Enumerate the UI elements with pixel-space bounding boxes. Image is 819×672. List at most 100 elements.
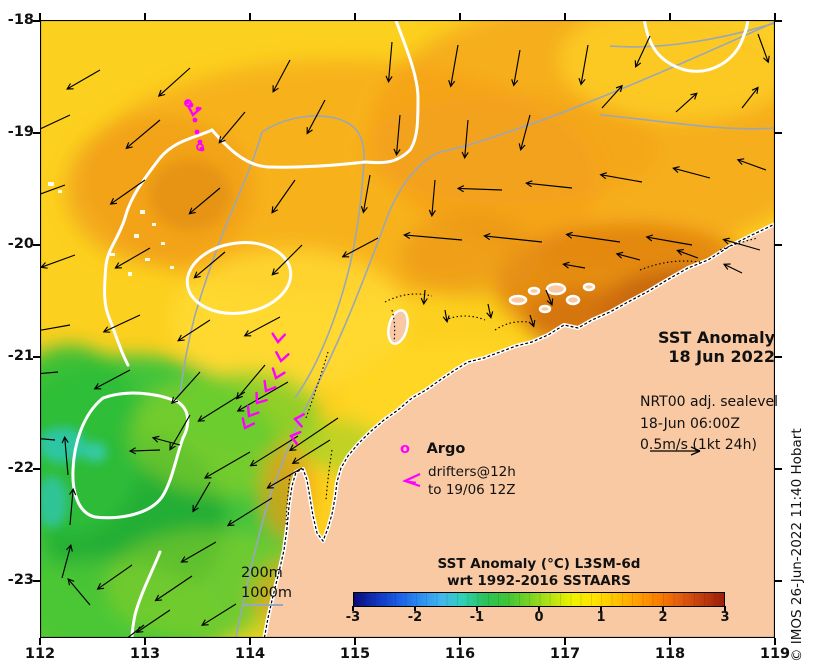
bathymetry-legend: 200m 1000m — [241, 563, 292, 603]
current-vector — [741, 86, 759, 109]
argo-markers — [184, 99, 204, 151]
x-tick-label: 118 — [654, 646, 686, 662]
argo-marker — [196, 143, 204, 151]
land-australia — [262, 221, 775, 638]
figure-title-block: SST Anomaly 18 Jun 2022 — [658, 328, 775, 366]
drifter-chevron — [289, 430, 302, 446]
bathy-200m-contour — [261, 115, 365, 399]
current-vector — [236, 381, 289, 412]
current-vector — [249, 435, 299, 467]
sealevel-contours — [71, 20, 750, 638]
current-vector — [486, 303, 494, 319]
drifter-chevron — [275, 351, 290, 363]
x-tick — [249, 638, 251, 645]
current-vector — [169, 414, 191, 451]
colorbar-tick-label: -1 — [469, 610, 485, 625]
current-vector — [203, 451, 251, 479]
current-vector — [528, 314, 536, 328]
drifter-legend-marker — [402, 473, 421, 488]
current-vector — [69, 487, 77, 526]
current-vector — [266, 467, 303, 489]
current-vector — [634, 35, 651, 68]
colorbar-tick — [476, 606, 478, 611]
current-vector — [672, 166, 711, 179]
x-tick — [39, 638, 41, 645]
current-vector — [675, 92, 698, 113]
current-vector — [360, 174, 371, 214]
colorbar — [353, 592, 725, 607]
argo-legend-marker: o — [400, 441, 410, 457]
x-tick-label: 113 — [129, 646, 161, 662]
current-vector — [271, 244, 303, 276]
y-tick-right — [775, 580, 782, 582]
x-tick-top — [564, 13, 566, 20]
current-vector — [403, 231, 463, 241]
current-vector — [291, 439, 331, 464]
current-vector — [218, 111, 246, 144]
x-tick-top — [354, 13, 356, 20]
velocity-vector-field — [40, 33, 770, 638]
x-tick-label: 114 — [234, 646, 266, 662]
argo-legend-label: Argo — [426, 441, 466, 457]
x-tick — [144, 638, 146, 645]
current-vector — [565, 231, 621, 243]
x-tick — [459, 638, 461, 645]
current-vector — [393, 114, 401, 157]
y-tick-label: -23 — [7, 572, 34, 588]
current-vector — [125, 119, 161, 150]
argo-marker — [184, 99, 192, 107]
colorbar-tick — [414, 606, 416, 611]
ssh-contour-trough-ne — [642, 20, 750, 73]
current-vector — [645, 234, 693, 246]
current-vector — [40, 114, 71, 133]
drifter-dot — [192, 117, 198, 123]
colorbar-title: SST Anomaly (°C) L3SM-6d wrt 1992-2016 S… — [353, 556, 725, 590]
credit-text: © IMOS 26-Jun-2022 11:40 Hobart — [789, 428, 805, 662]
drifter-chevron — [271, 367, 286, 380]
colorbar-tick-label: 3 — [720, 610, 730, 625]
x-tick-label: 116 — [444, 646, 476, 662]
current-vector — [67, 578, 91, 606]
islands — [387, 282, 596, 345]
y-tick — [33, 132, 40, 134]
y-tick-label: -19 — [7, 124, 34, 140]
colorbar-tick — [662, 606, 664, 611]
current-vector — [271, 179, 296, 214]
current-vector — [243, 316, 281, 337]
current-vector — [601, 84, 623, 109]
current-vector — [442, 309, 450, 324]
figure-title: SST Anomaly — [658, 328, 775, 347]
current-vector — [461, 119, 469, 160]
colorbar-tick — [724, 606, 726, 611]
current-vector — [96, 564, 133, 590]
x-tick-top — [144, 13, 146, 20]
drifter-legend: drifters@12h to 19/06 12Z — [428, 463, 516, 499]
x-tick — [774, 638, 776, 645]
current-vector — [40, 324, 71, 331]
current-vector — [201, 603, 237, 626]
x-tick-top — [774, 13, 776, 20]
x-tick-top — [249, 13, 251, 20]
y-tick-label: -18 — [7, 12, 34, 28]
x-tick-label: 119 — [759, 646, 791, 662]
drifter-dot — [197, 139, 203, 145]
x-tick — [354, 638, 356, 645]
current-vector — [483, 232, 543, 243]
bathy-1000m-contour — [235, 21, 775, 638]
current-vector — [40, 184, 66, 195]
sealevel-line1: NRT00 adj. sealevel — [640, 394, 779, 410]
current-vector — [722, 263, 743, 274]
bathymetry-contours — [179, 21, 775, 638]
drifter-chevron — [241, 417, 256, 430]
current-vector — [448, 44, 459, 88]
y-tick — [33, 244, 40, 246]
depth-contour-sample — [243, 604, 283, 606]
drifter-chevron — [293, 413, 305, 428]
current-vector — [197, 391, 246, 422]
colorbar-tick-labels: -3 -2 -1 0 1 2 3 — [346, 610, 730, 626]
current-vector — [615, 251, 641, 261]
y-tick — [33, 468, 40, 470]
current-vector — [226, 497, 273, 527]
sealevel-line3: 0.5m/s (1kt 24h) — [640, 437, 757, 453]
